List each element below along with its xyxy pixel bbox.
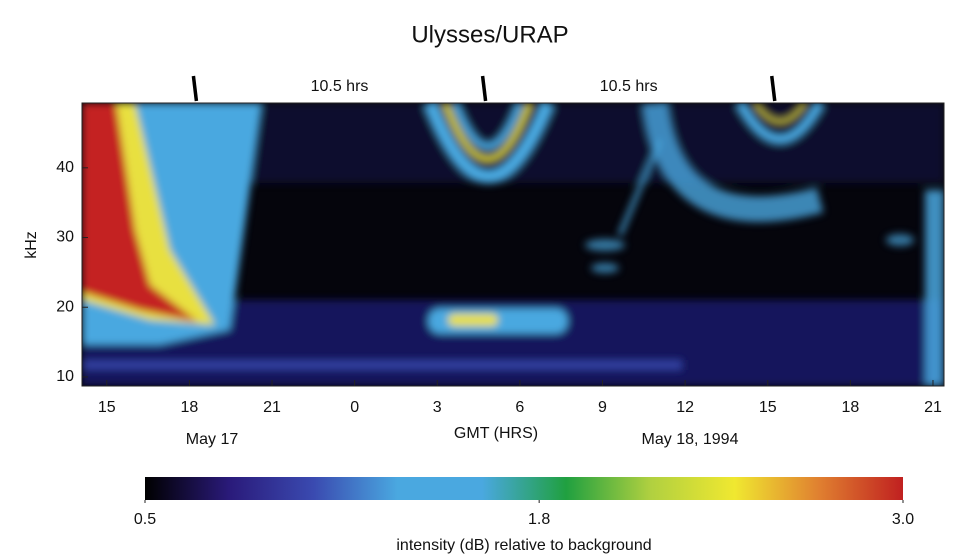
colorbar-tick-label: 3.0 (892, 511, 914, 528)
x-tick-label: 18 (841, 399, 859, 416)
colorbar (145, 477, 903, 500)
time-marker (483, 76, 486, 101)
x-tick-label: 6 (515, 399, 524, 416)
y-tick-label: 10 (56, 368, 74, 385)
chart: Ulysses/URAP kHz GMT (HRS) May 17 (0, 0, 956, 554)
x-tick-label: 0 (350, 399, 359, 416)
colorbar-tick-label: 0.5 (134, 511, 156, 528)
time-marker (193, 76, 196, 101)
colorbar-tick-label: 1.8 (528, 511, 550, 528)
y-tick-label: 20 (56, 298, 74, 315)
page: {"chart_data": { "type": "spectrogram", … (0, 0, 956, 554)
x-axis-label: GMT (HRS) (454, 425, 538, 442)
x-tick-label: 12 (676, 399, 694, 416)
x-tick-label: 21 (263, 399, 281, 416)
chart-title: Ulysses/URAP (411, 21, 568, 48)
spectrogram (82, 103, 944, 386)
date-label: May 17 (186, 431, 239, 448)
x-tick-label: 15 (98, 399, 116, 416)
x-tick-label: 15 (759, 399, 777, 416)
interval-label: 10.5 hrs (311, 78, 369, 95)
colorbar-label: intensity (dB) relative to background (396, 537, 651, 554)
x-tick-label: 21 (924, 399, 942, 416)
y-tick-label: 40 (56, 159, 74, 176)
x-tick-label: 3 (433, 399, 442, 416)
y-axis-label: kHz (23, 231, 40, 259)
date-label: May 18, 1994 (642, 431, 739, 448)
time-marker (772, 76, 775, 101)
interval-label: 10.5 hrs (600, 78, 658, 95)
x-tick-label: 18 (181, 399, 199, 416)
x-tick-label: 9 (598, 399, 607, 416)
y-tick-label: 30 (56, 229, 74, 246)
